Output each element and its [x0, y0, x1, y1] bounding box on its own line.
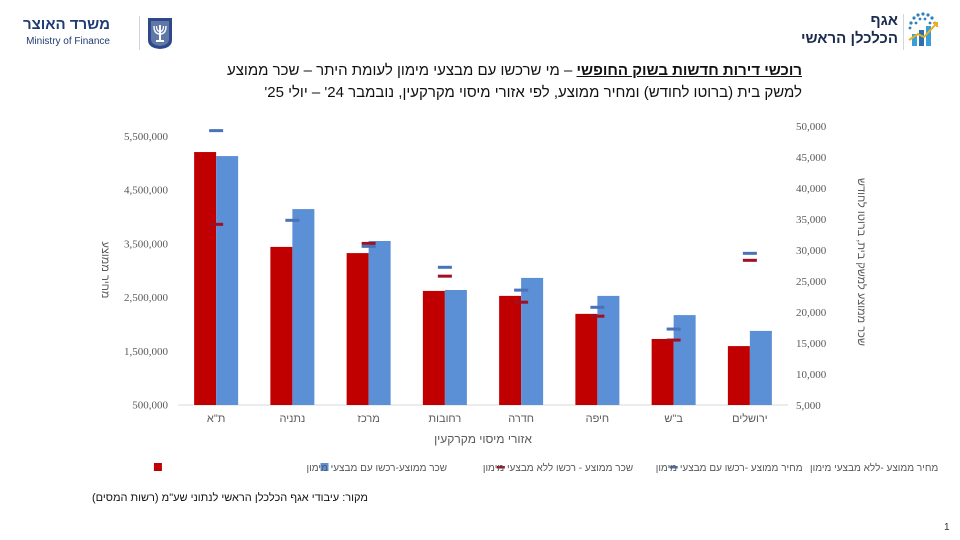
legend-label: שכר ממוצע - רכשו ללא מבצעי מימון — [483, 462, 633, 474]
right-axis-tick-label: 40,000 — [796, 183, 827, 195]
right-axis-tick-label: 5,000 — [796, 400, 821, 412]
source-note: מקור: עיבודי אגף הכלכלן הראשי לנתוני שע"… — [92, 492, 368, 504]
x-axis-tick-label: ב"ש — [664, 413, 683, 425]
right-axis-tick-label: 10,000 — [796, 369, 827, 381]
state-emblem-icon — [148, 18, 172, 49]
bar-wage-without-financing — [292, 209, 315, 405]
bar-wage-with-financing — [651, 338, 674, 405]
marker-price-with-financing — [666, 338, 681, 342]
x-axis-tick-label: חדרה — [508, 413, 534, 425]
marker-price-without-financing — [514, 288, 529, 292]
marker-price-with-financing — [209, 222, 224, 226]
bar-wage-with-financing — [422, 290, 445, 405]
bar-wage-without-financing — [521, 277, 544, 405]
dept-name-line2: הכלכלן הראשי — [801, 30, 898, 47]
legend-label: מחיר ממוצע -ללא מבצעי מימון — [810, 462, 938, 474]
right-axis-tick-label: 20,000 — [796, 307, 827, 319]
bar-wage-with-financing — [727, 346, 750, 405]
right-axis-tick-label: 35,000 — [796, 214, 827, 226]
marker-price-without-financing — [209, 129, 224, 133]
bar-wage-with-financing — [270, 246, 293, 405]
x-axis-tick-label: ת"א — [207, 413, 225, 425]
bar-wage-without-financing — [216, 156, 239, 405]
marker-price-without-financing — [285, 218, 300, 222]
marker-price-with-financing — [590, 314, 605, 318]
marker-price-with-financing — [514, 300, 529, 304]
left-axis-tick-label: 500,000 — [132, 400, 168, 412]
dept-name-line1: אגף — [870, 12, 898, 29]
marker-price-without-financing — [590, 305, 605, 309]
marker-price-with-financing — [742, 258, 757, 262]
right-axis-tick-label: 30,000 — [796, 245, 827, 257]
left-axis-tick-label: 2,500,000 — [124, 292, 169, 304]
x-axis-tick-label: חיפה — [586, 413, 610, 425]
right-axis-tick-label: 50,000 — [796, 121, 827, 133]
chief-economist-emblem-icon — [908, 12, 938, 46]
left-axis-tick-label: 4,500,000 — [124, 185, 169, 197]
marker-price-with-financing — [437, 274, 452, 278]
right-axis-tick-label: 25,000 — [796, 276, 827, 288]
chart-title-bold: רוכשי דירות חדשות בשוק החופשי — [576, 62, 803, 79]
chart-title-line1-rest: – מי שרכשו עם מבצעי מימון לעומת היתר – ש… — [227, 62, 577, 79]
legend-swatch-marker — [496, 466, 505, 469]
x-axis-tick-label: ירושלים — [732, 412, 768, 425]
ministry-name-english: Ministry of Finance — [26, 36, 110, 47]
marker-price-with-financing — [361, 241, 376, 245]
left-axis-tick-label: 1,500,000 — [124, 346, 169, 358]
logo-divider — [139, 16, 140, 50]
left-axis-tick-label: 3,500,000 — [124, 238, 169, 250]
legend-label: שכר ממוצע-רכשו עם מבצעי מימון — [307, 463, 448, 474]
left-axis-tick-label: 5,500,000 — [124, 131, 169, 143]
right-axis-tick-label: 45,000 — [796, 152, 827, 164]
bar-wage-without-financing — [673, 315, 696, 405]
legend-swatch-bar — [153, 463, 162, 471]
chart-title: רוכשי דירות חדשות בשוק החופשי – מי שרכשו… — [162, 60, 802, 104]
bar-wage-without-financing — [749, 330, 772, 405]
legend-label: מחיר ממוצע -רכשו עם מבצעי מימון — [656, 463, 803, 474]
marker-price-without-financing — [666, 327, 681, 331]
ministry-of-finance-logo: משרד האוצר Ministry of Finance — [22, 14, 172, 54]
left-axis-title: מחיר ממוצע — [99, 242, 111, 299]
chart-title-line2: למשק בית (ברוטו לחודש) ומחיר ממוצע, לפי … — [264, 84, 802, 101]
x-axis-tick-label: רחובות — [429, 413, 462, 425]
bar-wage-without-financing — [368, 241, 391, 405]
bar-wage-with-financing — [499, 295, 522, 405]
bar-wage-with-financing — [575, 313, 598, 405]
ministry-name-hebrew: משרד האוצר — [22, 16, 110, 33]
x-axis-title: אזורי מיסוי מקרקעין — [434, 432, 532, 446]
bar-wage-without-financing — [444, 289, 467, 405]
chief-economist-logo: אגף הכלכלן הראשי — [786, 8, 946, 54]
right-axis-tick-label: 15,000 — [796, 338, 827, 350]
marker-price-without-financing — [437, 265, 452, 269]
bar-wage-without-financing — [597, 295, 620, 405]
bar-wage-with-financing — [194, 152, 217, 405]
marker-price-without-financing — [742, 251, 757, 255]
bar-wage-with-financing — [346, 253, 369, 405]
x-axis-tick-label: מרכז — [357, 413, 379, 425]
page-number: 1 — [944, 522, 950, 533]
legend-swatch-marker — [669, 466, 678, 469]
marker-price-without-financing — [361, 244, 376, 248]
x-axis-tick-label: נתניה — [279, 413, 305, 425]
legend-swatch-bar — [320, 463, 329, 471]
right-axis-title: שכר ממוצע למשק בית, ברוטו לחודש — [855, 178, 868, 346]
logo-divider — [903, 14, 904, 50]
